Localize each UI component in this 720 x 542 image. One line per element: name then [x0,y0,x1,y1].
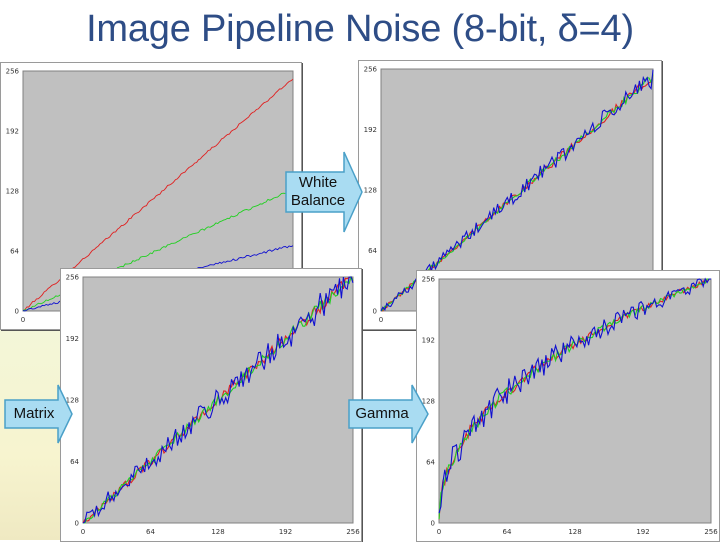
y-tick-label: 128 [66,397,79,405]
y-tick-label: 64 [426,459,435,467]
series-line-blue [438,277,711,514]
y-tick-label: 0 [373,308,377,316]
white-balance-label-line1: White [298,174,338,191]
y-tick-label: 64 [368,247,377,255]
chart-svg-matrix: 0 64 128 192 256 0 64 128 192 256 [66,274,361,537]
series-line-blue [82,276,354,524]
matrix-arrow-shape [4,384,73,444]
x-tick-label: 128 [211,528,224,536]
slide-title: Image Pipeline Noise (8-bit, δ=4) [86,8,634,50]
white-balance-arrow: White Balance [284,150,364,234]
y-tick-label: 128 [422,398,435,406]
x-tick-label: 256 [346,528,360,536]
y-tick-label: 128 [6,188,19,196]
x-tick-label: 192 [636,528,649,536]
gamma-arrow: Gamma [348,384,430,444]
matrix-label: Matrix [13,405,55,422]
y-tick-label: 64 [10,248,19,256]
y-tick-label: 192 [66,335,79,343]
plot-matrix: 0 64 128 192 256 0 64 128 192 256 [60,268,362,542]
y-tick-label: 192 [6,128,19,136]
white-balance-label-line2: Balance [290,192,346,209]
y-tick-label: 64 [70,458,79,466]
x-tick-label: 64 [503,528,512,536]
x-tick-label: 0 [81,528,85,536]
plot-area [438,278,712,524]
chart-svg-gamma: 0 64 128 192 256 0 64 128 192 256 [422,276,719,537]
x-tick-label: 256 [704,528,718,536]
x-tick-label: 0 [379,316,383,324]
gamma-arrow-shape [348,384,429,444]
y-tick-label: 0 [75,520,79,528]
plot-gamma: 0 64 128 192 256 0 64 128 192 256 [416,270,720,542]
y-tick-label: 192 [422,337,435,345]
y-tick-label: 192 [364,126,377,134]
x-tick-label: 0 [437,528,441,536]
y-tick-label: 0 [15,308,19,316]
gamma-label: Gamma [355,405,409,422]
x-tick-label: 128 [568,528,581,536]
series-line-blue [380,69,654,312]
matrix-arrow: Matrix [4,384,74,444]
x-tick-label: 0 [21,316,25,324]
white-balance-arrow-shape [285,151,363,233]
x-tick-label: 64 [146,528,155,536]
y-tick-label: 256 [422,276,436,284]
y-tick-label: 128 [364,187,377,195]
y-tick-label: 256 [66,274,80,282]
x-tick-label: 192 [279,528,292,536]
y-tick-label: 0 [431,520,435,528]
y-tick-label: 256 [6,68,20,76]
y-tick-label: 256 [364,66,378,74]
